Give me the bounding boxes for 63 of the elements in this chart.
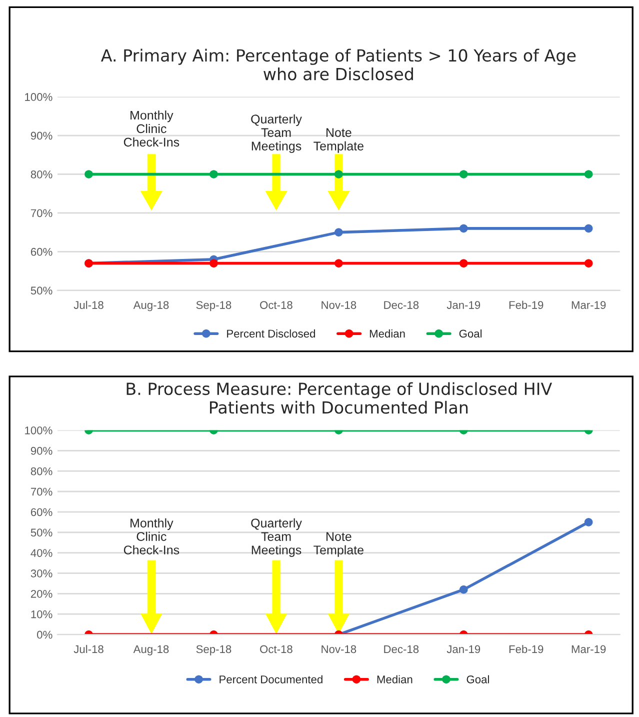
y-tick-label: 90%: [30, 446, 52, 455]
annotation: Monthly Clinic Check-Ins: [124, 110, 180, 147]
x-tick-label: Sep-18: [196, 301, 232, 312]
x-tick-label: Oct-18: [260, 301, 292, 309]
point: [210, 259, 218, 268]
point: [584, 224, 593, 233]
y-tick-label: 50%: [30, 528, 52, 537]
x-tick-label: Dec-18: [384, 301, 419, 309]
legend-label: Percent Disclosed: [227, 329, 315, 338]
annotation: Monthly Clinic Check-Ins: [124, 518, 180, 554]
y-tick-label: 70%: [30, 488, 52, 496]
legend-label: Goal: [459, 329, 482, 338]
annotation: Note Template: [314, 532, 364, 557]
point: [459, 170, 468, 178]
point: [584, 259, 593, 268]
y-tick-label: 70%: [30, 209, 52, 218]
annotation: Quarterly Team Meetings: [251, 114, 302, 153]
legend-label: Goal: [466, 675, 489, 684]
point: [334, 170, 343, 178]
x-tick-label: Jan-19: [446, 645, 480, 654]
point: [584, 518, 593, 526]
y-tick-label: 20%: [30, 590, 52, 598]
x-tick-label: Jul-18: [74, 644, 104, 654]
legend-label: Median: [370, 329, 405, 338]
x-tick-label: Aug-18: [133, 645, 169, 656]
legend-label: Median: [377, 675, 412, 684]
y-tick-label: 50%: [30, 286, 52, 295]
x-tick-label: Aug-18: [133, 301, 169, 312]
legend-label: Percent Documented: [220, 675, 322, 684]
x-tick-label: Feb-19: [509, 644, 544, 654]
x-tick-label: Jan-19: [446, 301, 480, 309]
y-tick-label: 60%: [30, 508, 52, 516]
y-tick-label: 0%: [37, 630, 52, 639]
x-tick-label: Sep-18: [196, 645, 232, 656]
chart-title: B. Process Measure: Percentage of Undisclosed HIV Patients with Documented Plan: [126, 382, 552, 414]
y-tick-label: 80%: [30, 467, 52, 476]
point: [459, 224, 468, 233]
y-tick-label: 40%: [30, 549, 52, 557]
point: [210, 170, 218, 178]
chart-title: A. Primary Aim: Percentage of Patients > 10 Years of Age who are Disclosed: [100, 48, 576, 80]
x-tick-label: Feb-19: [509, 300, 544, 309]
point: [459, 259, 468, 268]
x-tick-label: Mar-19: [572, 301, 606, 309]
point: [84, 170, 93, 178]
x-tick-label: Jul-18: [74, 300, 104, 309]
y-tick-label: 60%: [30, 248, 52, 256]
x-tick-label: Nov-18: [322, 645, 356, 654]
point: [459, 585, 468, 594]
y-tick-label: 100%: [25, 93, 52, 101]
x-tick-label: Nov-18: [322, 301, 356, 309]
x-tick-label: Mar-19: [572, 645, 606, 654]
annotation: Note Template: [314, 128, 364, 153]
annotation: Quarterly Team Meetings: [251, 518, 302, 557]
point: [334, 259, 343, 268]
point: [584, 170, 593, 178]
x-tick-label: Dec-18: [384, 645, 419, 654]
point: [334, 228, 343, 236]
x-tick-label: Oct-18: [260, 645, 292, 654]
y-tick-label: 100%: [25, 426, 52, 434]
y-tick-label: 90%: [30, 132, 52, 140]
y-tick-label: 30%: [30, 570, 52, 578]
y-tick-label: 80%: [30, 170, 52, 178]
y-tick-label: 10%: [31, 610, 52, 618]
